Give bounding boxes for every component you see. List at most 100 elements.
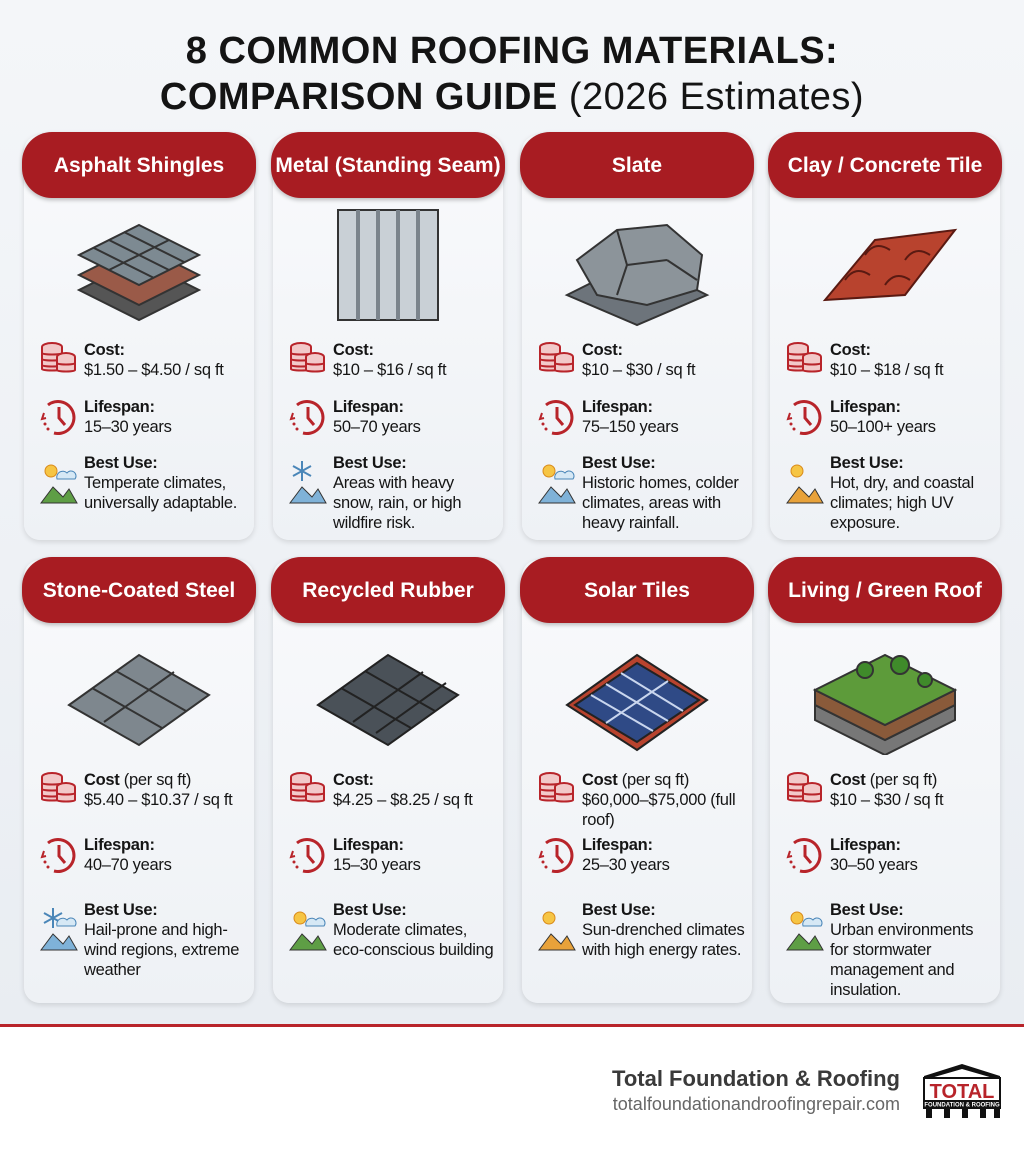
cost-label: Cost:: [333, 771, 374, 789]
clock-icon: [786, 838, 822, 873]
coins-icon: [539, 772, 574, 803]
title-line-2: COMPARISON GUIDE: [159, 76, 558, 118]
lifespan-value: 75–150 years: [582, 418, 679, 436]
cost-unit: (per sq ft): [123, 771, 192, 789]
lifespan-row: Lifespan: 25–30 years: [532, 835, 752, 875]
best-use-row: Best Use: Moderate climates, eco-consciou…: [283, 900, 503, 960]
sun-desert-icon: [538, 911, 576, 951]
lifespan-value: 30–50 years: [830, 856, 918, 874]
clock-icon: [40, 400, 76, 435]
best-use-value: Hail-prone and high-wind regions, extrem…: [84, 921, 240, 979]
snowflake-snow-icon: [289, 461, 327, 504]
material-card: Living / Green Roof Cost (per sq ft) $10 –…: [768, 557, 1002, 1003]
clay-tiles-illustration: [822, 228, 958, 302]
best-use-label: Best Use:: [582, 901, 656, 919]
material-name: Stone-Coated Steel: [22, 557, 256, 623]
title-line-1: 8 COMMON ROOFING MATERIALS:: [185, 30, 839, 72]
divider: [0, 1024, 1024, 1027]
material-card: Slate Cost: $10 – $30 / sq ft Lifespan: 75–…: [520, 132, 754, 540]
best-use-value: Hot, dry, and coastal climates; high UV …: [830, 474, 974, 532]
sun-desert-icon: [786, 464, 824, 504]
material-name: Living / Green Roof: [768, 557, 1002, 623]
best-use-value: Sun-drenched climates with high energy r…: [582, 921, 745, 959]
coins-icon: [41, 342, 76, 373]
lifespan-row: Lifespan: 75–150 years: [532, 397, 752, 437]
cost-label: Cost:: [582, 341, 623, 359]
green-roof-illustration: [812, 653, 958, 755]
best-use-row: Best Use: Temperate climates, universally…: [34, 453, 254, 513]
cost-value: $60,000–$75,000 (full roof): [582, 791, 736, 829]
cost-row: Cost: $10 – $18 / sq ft: [780, 340, 1000, 380]
cost-unit: (per sq ft): [869, 771, 938, 789]
best-use-value: Urban environments for stormwater manage…: [830, 921, 974, 999]
material-name: Asphalt Shingles: [22, 132, 256, 198]
coins-icon: [539, 342, 574, 373]
cost-row: Cost (per sq ft) $60,000–$75,000 (full ro…: [532, 770, 752, 830]
sun-cloud-hills-icon: [786, 911, 824, 951]
best-use-label: Best Use:: [84, 901, 158, 919]
rain-cloud-hills-icon: [538, 464, 576, 504]
cost-label: Cost:: [830, 341, 871, 359]
material-card: Recycled Rubber Cost: $4.25 – $8.25 / sq …: [271, 557, 505, 1003]
company-logo: TOTAL FOUNDATION & ROOFING: [923, 1064, 1001, 1118]
lifespan-label: Lifespan:: [830, 398, 901, 416]
rubber-shingles-illustration: [316, 653, 460, 747]
asphalt-shingles-illustration: [76, 223, 202, 322]
coins-icon: [290, 772, 325, 803]
best-use-label: Best Use:: [830, 901, 904, 919]
cost-label: Cost: [582, 771, 618, 789]
lifespan-row: Lifespan: 50–70 years: [283, 397, 503, 437]
best-use-label: Best Use:: [830, 454, 904, 472]
material-card: Metal (Standing Seam) Cost: $10 – $16 / s…: [271, 132, 505, 540]
sun-cloud-hills-icon: [40, 464, 78, 504]
lifespan-row: Lifespan: 15–30 years: [283, 835, 503, 875]
svg-text:FOUNDATION & ROOFING: FOUNDATION & ROOFING: [924, 1103, 1000, 1109]
cost-row: Cost (per sq ft) $10 – $30 / sq ft: [780, 770, 1000, 810]
svg-text:TOTAL: TOTAL: [930, 1081, 995, 1103]
best-use-row: Best Use: Hot, dry, and coastal climates;…: [780, 453, 1000, 533]
best-use-row: Best Use: Hail-prone and high-wind region…: [34, 900, 254, 980]
lifespan-row: Lifespan: 15–30 years: [34, 397, 254, 437]
best-use-label: Best Use:: [333, 454, 407, 472]
coins-icon: [41, 772, 76, 803]
lifespan-label: Lifespan:: [582, 398, 653, 416]
cost-value: $1.50 – $4.50 / sq ft: [84, 361, 224, 379]
title-subtitle: (2026 Estimates): [568, 76, 865, 118]
coins-icon: [290, 342, 325, 373]
best-use-value: Moderate climates, eco-conscious buildin…: [333, 921, 494, 959]
lifespan-value: 50–100+ years: [830, 418, 936, 436]
material-card: Asphalt Shingles Cost: $1.50 – $4.50 / sq…: [22, 132, 256, 540]
lifespan-label: Lifespan:: [84, 398, 155, 416]
best-use-row: Best Use: Areas with heavy snow, rain, or…: [283, 453, 503, 533]
page-title: 8 COMMON ROOFING MATERIALS: COMPARISON G…: [0, 28, 1024, 120]
brand-block: Total Foundation & Roofing totalfoundati…: [612, 1066, 900, 1115]
cost-value: $10 – $16 / sq ft: [333, 361, 447, 379]
cost-row: Cost: $10 – $16 / sq ft: [283, 340, 503, 380]
lifespan-row: Lifespan: 30–50 years: [780, 835, 1000, 875]
clock-icon: [289, 400, 325, 435]
cost-value: $4.25 – $8.25 / sq ft: [333, 791, 473, 809]
company-url: totalfoundationandroofingrepair.com: [612, 1094, 900, 1114]
lifespan-label: Lifespan:: [333, 836, 404, 854]
lifespan-value: 40–70 years: [84, 856, 172, 874]
cost-value: $10 – $30 / sq ft: [582, 361, 696, 379]
material-name: Solar Tiles: [520, 557, 754, 623]
clock-icon: [786, 400, 822, 435]
solar-panels-illustration: [565, 653, 709, 752]
lifespan-row: Lifespan: 50–100+ years: [780, 397, 1000, 437]
coins-icon: [787, 342, 822, 373]
cost-unit: (per sq ft): [621, 771, 690, 789]
cost-label: Cost:: [84, 341, 125, 359]
lifespan-label: Lifespan:: [84, 836, 155, 854]
clock-icon: [40, 838, 76, 873]
best-use-value: Historic homes, colder climates, areas w…: [582, 474, 739, 532]
best-use-row: Best Use: Urban environments for stormwat…: [780, 900, 1000, 1000]
clock-icon: [289, 838, 325, 873]
stone-coated-steel-illustration: [67, 653, 211, 747]
material-card: Clay / Concrete Tile Cost: $10 – $18 / sq…: [768, 132, 1002, 540]
lifespan-value: 50–70 years: [333, 418, 421, 436]
cost-label: Cost: [84, 771, 120, 789]
lifespan-value: 15–30 years: [84, 418, 172, 436]
material-name: Slate: [520, 132, 754, 198]
best-use-row: Best Use: Sun-drenched climates with high…: [532, 900, 752, 960]
